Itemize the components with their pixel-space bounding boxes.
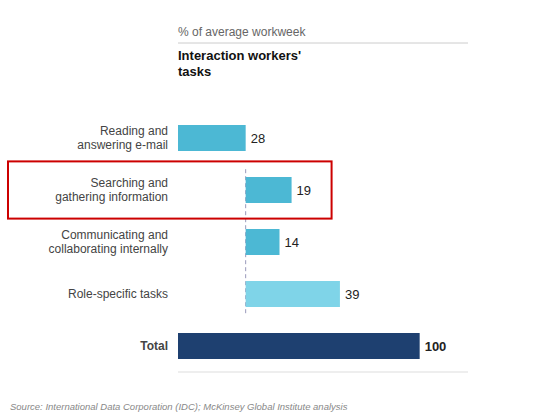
subtitle: Interaction workers'tasks bbox=[178, 48, 301, 79]
data-label: 14 bbox=[285, 235, 299, 250]
highlight-box bbox=[8, 161, 332, 218]
category-label: Total bbox=[140, 339, 168, 353]
data-label: 19 bbox=[297, 183, 311, 198]
bars bbox=[178, 125, 420, 359]
chart: % of average workweek Interaction workers… bbox=[0, 0, 533, 420]
bar bbox=[178, 125, 246, 151]
x-axis-line bbox=[178, 372, 468, 373]
data-label: 28 bbox=[251, 131, 265, 146]
bar bbox=[246, 281, 340, 307]
header-rule bbox=[178, 43, 468, 44]
data-label: 100 bbox=[425, 339, 447, 354]
category-label: Communicating andcollaborating internall… bbox=[49, 228, 168, 256]
category-label: Role-specific tasks bbox=[68, 287, 168, 301]
bar bbox=[246, 177, 292, 203]
labels: 28 Reading andanswering e-mail 19 Searching… bbox=[49, 124, 447, 354]
source-note: Source: International Data Corporation (… bbox=[10, 401, 348, 412]
data-label: 39 bbox=[345, 287, 359, 302]
category-label: Searching andgathering information bbox=[55, 176, 168, 204]
bar bbox=[178, 333, 420, 359]
title: % of average workweek bbox=[178, 25, 306, 39]
bar bbox=[246, 229, 280, 255]
category-label: Reading andanswering e-mail bbox=[77, 124, 168, 152]
